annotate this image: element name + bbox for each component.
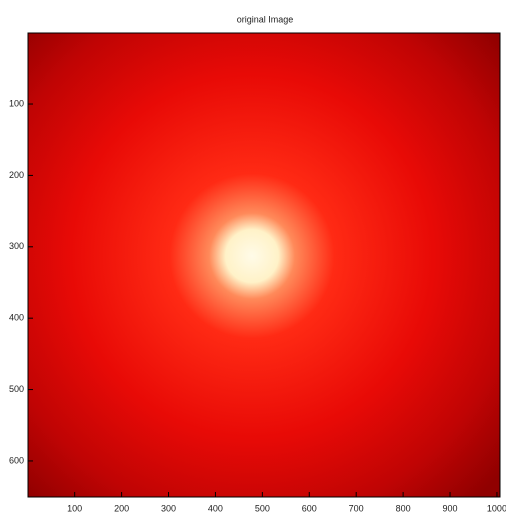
- axes-box: [27, 32, 501, 498]
- y-tick-label: 500: [9, 384, 24, 394]
- x-tick-label: 1000: [487, 503, 506, 513]
- x-tick-label: 400: [208, 503, 223, 513]
- x-tick-label: 200: [114, 503, 129, 513]
- x-tick-label: 700: [349, 503, 364, 513]
- x-tick-label: 500: [255, 503, 270, 513]
- x-tick-label: 100: [67, 503, 82, 513]
- x-tick-label: 600: [302, 503, 317, 513]
- chart-title: original Image: [237, 14, 294, 24]
- y-tick-label: 200: [9, 170, 24, 180]
- x-tick-label: 800: [396, 503, 411, 513]
- y-tick-label: 600: [9, 455, 24, 465]
- x-tick-label: 300: [161, 503, 176, 513]
- y-tick-label: 300: [9, 241, 24, 251]
- y-tick-label: 400: [9, 313, 24, 323]
- image: [28, 33, 500, 497]
- x-tick-label: 900: [443, 503, 458, 513]
- y-tick-label: 100: [9, 98, 24, 108]
